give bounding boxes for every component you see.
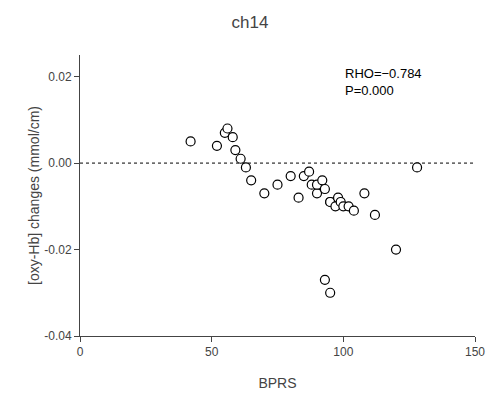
svg-text:RHO=−0.784P=0.000: RHO=−0.784P=0.000 [345,66,422,98]
svg-text:BPRS: BPRS [258,375,296,391]
svg-text:0.00: 0.00 [48,156,72,170]
svg-text:-0.04: -0.04 [44,329,72,343]
svg-text:ch14: ch14 [232,13,269,32]
svg-text:0.02: 0.02 [48,70,72,84]
svg-text:-0.02: -0.02 [44,243,72,257]
svg-text:150: 150 [465,345,485,359]
svg-text:0: 0 [77,345,84,359]
svg-text:50: 50 [205,345,219,359]
svg-text:[oxy-Hb] changes (mmol/cm): [oxy-Hb] changes (mmol/cm) [26,106,42,285]
svg-text:100: 100 [333,345,353,359]
